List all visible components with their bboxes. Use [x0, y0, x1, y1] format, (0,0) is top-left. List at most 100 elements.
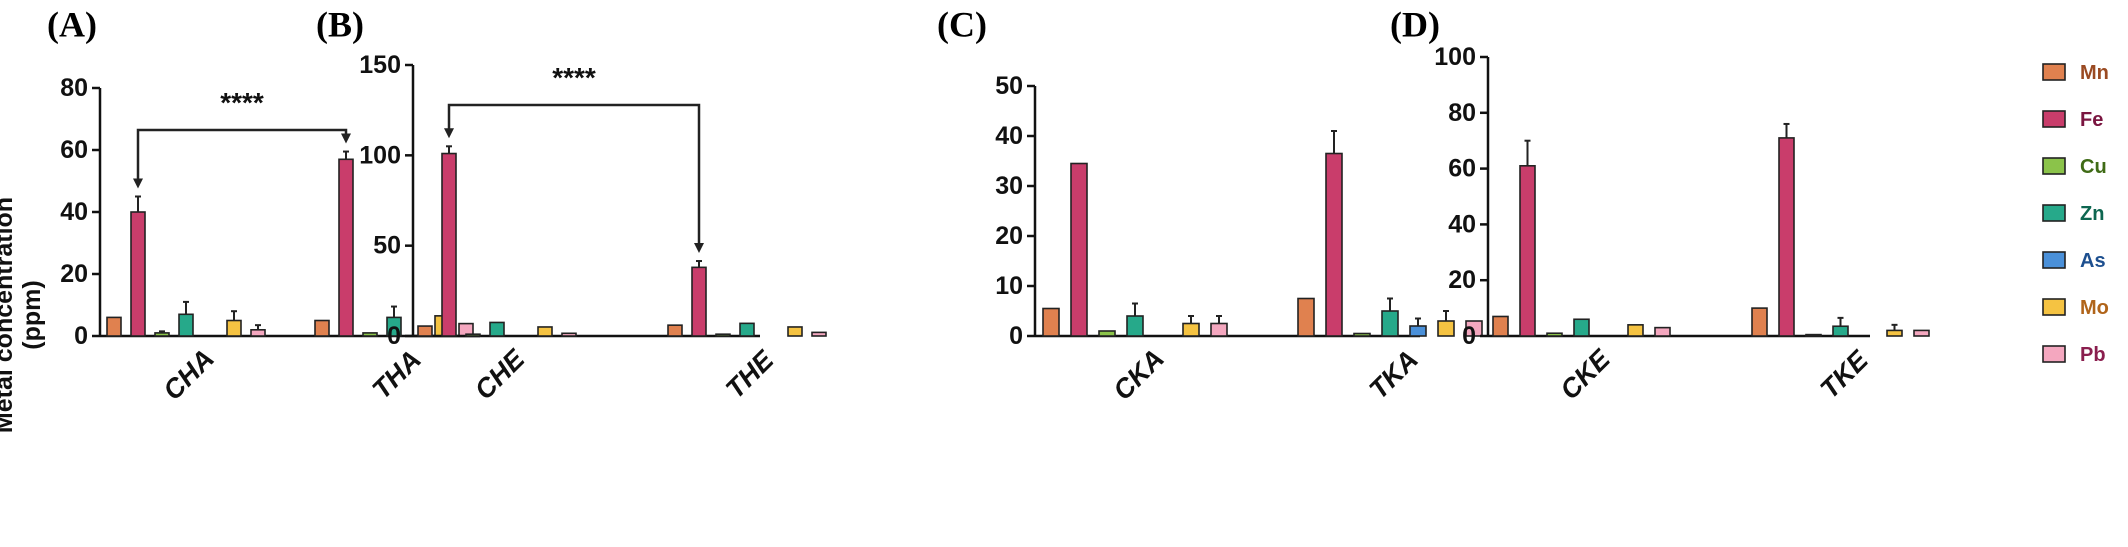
bar-tka-cu	[1353, 332, 1371, 337]
bar-tka-zn	[1381, 310, 1399, 337]
significance-bracket: ****	[133, 87, 351, 189]
legend-swatch	[2042, 204, 2066, 222]
category-group-tha	[314, 150, 474, 337]
bar-cke-fe	[1519, 165, 1536, 337]
legend-item-fe: Fe	[2042, 109, 2103, 131]
legend: Mn Fe Cu Zn As Mo Pb	[2042, 62, 2109, 366]
bar-tka-as	[1409, 325, 1427, 337]
category-group-cka	[1042, 162, 1228, 337]
legend-swatch	[2042, 251, 2066, 269]
significance-label: ****	[220, 87, 264, 118]
bracket-arrow	[444, 128, 454, 139]
panel-label: (D)	[1390, 4, 1440, 44]
legend-item-zn: Zn	[2042, 203, 2104, 225]
bar-cke-mn	[1492, 315, 1509, 337]
bar-cka-mo	[1182, 322, 1200, 337]
bar-cka-mn	[1042, 307, 1060, 337]
y-tick-label: 30	[995, 172, 1023, 200]
bar-tke-mn	[1751, 307, 1768, 337]
x-category-label: THA	[366, 344, 426, 404]
bracket-arrow	[694, 243, 704, 254]
bar-the-zn	[739, 322, 755, 337]
bar-tke-mo	[1886, 329, 1903, 337]
y-tick-label: 80	[60, 74, 88, 102]
bar-tha-cu	[362, 332, 378, 337]
category-group-cha	[106, 195, 266, 337]
bar-tke-fe	[1778, 137, 1795, 337]
legend-swatch	[2042, 63, 2066, 81]
x-category-label: CHE	[469, 343, 531, 405]
category-group-che	[417, 145, 577, 337]
bar-che-cu	[465, 333, 481, 337]
legend-item-mo: Mo	[2042, 297, 2109, 319]
legend-item-cu: Cu	[2042, 156, 2107, 178]
bar-cha-pb	[250, 328, 266, 337]
legend-label: Cu	[2080, 156, 2107, 178]
legend-label: Fe	[2080, 109, 2103, 131]
bar-cha-mo	[226, 319, 242, 337]
category-group-the	[667, 260, 827, 337]
y-axis-title-line-1: Metal concentration	[0, 197, 18, 433]
bar-cka-pb	[1210, 322, 1228, 337]
bar-cha-fe	[130, 211, 146, 337]
bar-tha-mn	[314, 319, 330, 337]
legend-item-mn: Mn	[2042, 62, 2109, 84]
bar-tka-pb	[1465, 320, 1483, 337]
panel-label: (C)	[937, 4, 987, 44]
bar-che-zn	[489, 321, 505, 337]
bar-the-fe	[691, 266, 707, 337]
y-tick-label: 80	[1448, 99, 1476, 127]
bar-the-mn	[667, 324, 683, 337]
y-tick-label: 40	[1448, 210, 1476, 238]
bar-cke-zn	[1573, 318, 1590, 337]
x-category-label: TKE	[1814, 344, 1874, 404]
legend-swatch	[2042, 110, 2066, 128]
y-tick-label: 20	[995, 222, 1023, 250]
y-tick-label: 0	[1462, 322, 1476, 350]
y-tick-label: 40	[60, 198, 88, 226]
bracket-arrow	[341, 133, 351, 144]
category-group-tke	[1751, 122, 1930, 337]
panel-a: (A) 0 20 40 60 80 CHA THA ****	[47, 4, 480, 406]
category-group-tka	[1297, 130, 1483, 337]
y-tick-label: 10	[995, 272, 1023, 300]
bar-tha-fe	[338, 158, 354, 337]
bracket-line	[447, 103, 701, 250]
bar-cke-cu	[1546, 332, 1563, 337]
y-tick-label: 0	[74, 322, 88, 350]
y-tick-label: 50	[373, 232, 401, 260]
y-tick-label: 60	[60, 136, 88, 164]
legend-label: Pb	[2080, 344, 2106, 366]
legend-label: Zn	[2080, 203, 2104, 225]
significance-bracket: ****	[444, 62, 704, 254]
bar-the-mo	[787, 326, 803, 337]
bar-cka-fe	[1070, 162, 1088, 337]
x-category-label: TKA	[1363, 344, 1423, 404]
legend-label: Mo	[2080, 297, 2109, 319]
y-tick-label: 100	[359, 141, 401, 169]
legend-swatch	[2042, 298, 2066, 316]
bar-tke-cu	[1805, 333, 1822, 337]
bar-the-cu	[715, 333, 731, 337]
y-tick-label: 60	[1448, 155, 1476, 183]
legend-label: As	[2080, 250, 2106, 272]
y-tick-label: 100	[1434, 43, 1476, 71]
y-axis-title: Metal concentration (ppm)	[0, 197, 46, 433]
panel-d: (D) 0 20 40 60 80 100 CKE TKE	[1390, 4, 1930, 405]
bar-che-pb	[561, 332, 577, 337]
panel-label: (B)	[316, 4, 364, 44]
legend-swatch	[2042, 345, 2066, 363]
x-category-label: CHA	[157, 343, 220, 406]
y-tick-label: 20	[60, 260, 88, 288]
bar-tka-mn	[1297, 297, 1315, 337]
bar-che-mo	[537, 326, 553, 337]
bar-cha-zn	[178, 313, 194, 337]
bar-cka-cu	[1098, 330, 1116, 337]
bracket-line	[136, 128, 348, 185]
y-tick-label: 50	[995, 72, 1023, 100]
bar-cka-zn	[1126, 315, 1144, 337]
significance-label: ****	[552, 62, 596, 93]
bar-tke-zn	[1832, 325, 1849, 337]
